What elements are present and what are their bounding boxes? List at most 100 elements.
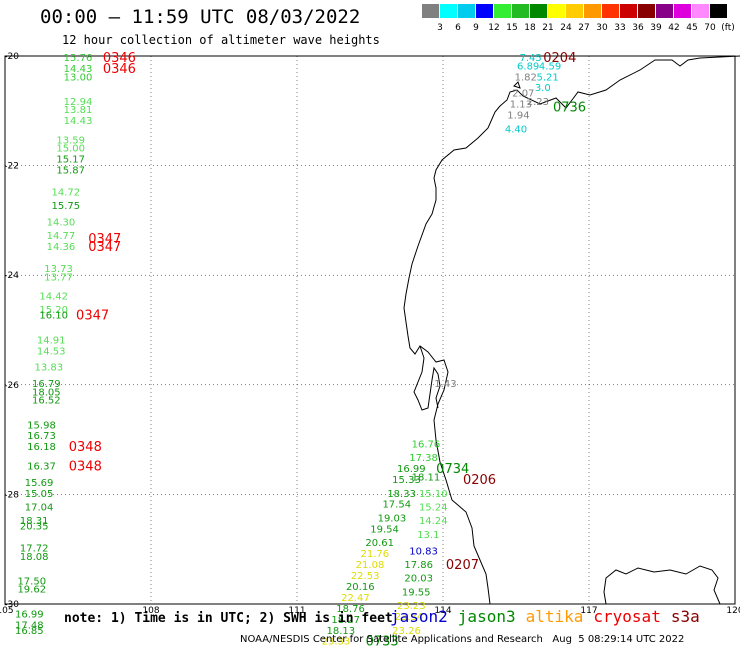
scale-swatch xyxy=(440,4,457,18)
wave-height-label: 14.24 xyxy=(419,516,448,527)
wave-height-label: 1.43 xyxy=(434,379,456,390)
wave-height-label: 4.40 xyxy=(505,124,527,135)
wave-height-label: 6.89 xyxy=(517,61,539,72)
wave-height-label: 10.83 xyxy=(409,546,438,557)
wave-height-label: 20.35 xyxy=(20,522,49,533)
wave-height-label: 18.05 xyxy=(32,387,61,398)
satellite-legend-item: cryosat xyxy=(593,607,661,626)
wave-height-label: 16.99 xyxy=(15,609,44,620)
scale-label: (ft) xyxy=(721,23,735,33)
scale-swatch xyxy=(422,4,439,18)
scale-label: 36 xyxy=(632,23,644,33)
wave-height-label: 1.13 xyxy=(510,100,532,111)
pass-time-label: 0207 xyxy=(446,558,479,573)
wave-height-label: 13.59 xyxy=(56,135,85,146)
latitude-label: -30 xyxy=(4,600,19,610)
latitude-label: -28 xyxy=(4,490,19,500)
pass-time-label: 0346 xyxy=(103,51,136,66)
scale-label: 24 xyxy=(560,23,572,33)
latitude-label: -22 xyxy=(4,162,19,172)
wave-height-label: 15.33 xyxy=(392,475,421,486)
wave-height-label: 23.33 xyxy=(322,637,351,648)
scale-label: 15 xyxy=(506,23,518,33)
longitude-label: 120 xyxy=(726,606,740,616)
pass-time-label: 0347 xyxy=(76,309,109,324)
footer-credit: NOAA/NESDIS Center for Satellite Applica… xyxy=(240,634,685,645)
footer-note: note: 1) Time is in UTC; 2) SWH is in fe… xyxy=(64,611,393,626)
wave-height-label: 21.76 xyxy=(361,549,390,560)
scale-label: 21 xyxy=(542,23,554,33)
wave-height-label: 17.86 xyxy=(404,560,433,571)
pass-time-labels: 0346034603470347034703480348020407360734… xyxy=(69,51,586,650)
wave-height-label: 20.61 xyxy=(365,538,394,549)
satellite-legend-item: jason3 xyxy=(457,607,516,626)
wave-height-label: 18.13 xyxy=(326,626,355,637)
wave-height-label: 16.18 xyxy=(27,442,56,453)
wave-height-label: 16.10 xyxy=(39,311,68,322)
pass-time-label: 0204 xyxy=(543,51,576,66)
scale-label: 12 xyxy=(488,23,500,33)
wave-height-label: 2.07 xyxy=(512,89,534,100)
scale-swatch xyxy=(638,4,655,18)
scale-swatch xyxy=(548,4,565,18)
pass-time-label: 0733 xyxy=(366,635,399,650)
pass-time-label: 0347 xyxy=(88,232,121,247)
wave-height-label: 19.62 xyxy=(17,585,46,596)
wave-height-label: 22.53 xyxy=(351,571,380,582)
wave-height-label: 14.77 xyxy=(47,231,76,242)
wave-height-label: 14.53 xyxy=(37,346,66,357)
wave-height-label: 14.91 xyxy=(37,335,66,346)
satellite-legend-item: altika xyxy=(525,607,584,626)
scale-label: 9 xyxy=(473,23,479,33)
wave-height-label: 15.76 xyxy=(64,53,93,64)
wave-height-label: 13.73 xyxy=(44,264,73,275)
map-subtitle: 12 hour collection of altimeter wave hei… xyxy=(62,33,380,47)
scale-swatch xyxy=(584,4,601,18)
wave-height-label: 7.45 xyxy=(519,53,541,64)
wave-height-label: 19.55 xyxy=(402,587,431,598)
scale-label: 33 xyxy=(614,23,626,33)
wave-height-label: 16.37 xyxy=(27,461,56,472)
wave-height-label: 20.03 xyxy=(404,574,433,585)
wave-height-label: 15.17 xyxy=(56,154,85,165)
wave-height-label: 17.50 xyxy=(17,576,46,587)
pass-time-label: 0348 xyxy=(69,459,102,474)
scale-label: 30 xyxy=(596,23,608,33)
wave-height-labels: 15.7614.4313.0012.9413.8114.4313.5915.00… xyxy=(15,53,561,648)
wave-height-label: 23.34 xyxy=(395,612,424,623)
wave-height-label: 14.30 xyxy=(47,217,76,228)
wave-height-label: 15.98 xyxy=(27,420,56,431)
wave-height-label: 4.59 xyxy=(539,61,561,72)
pass-time-label: 0347 xyxy=(88,240,121,255)
wave-height-label: 22.47 xyxy=(341,593,370,604)
wave-height-label: 14.42 xyxy=(39,291,68,302)
wave-height-label: 18.11 xyxy=(412,472,441,483)
scale-label: 45 xyxy=(686,23,698,33)
island-barrow xyxy=(513,81,521,89)
wave-height-label: 14.36 xyxy=(47,242,76,253)
wave-height-label: 15.75 xyxy=(52,201,81,212)
wave-height-label: 17.48 xyxy=(15,620,44,631)
wave-height-label: 16.73 xyxy=(27,431,56,442)
wave-height-label: 13.00 xyxy=(64,72,93,83)
wave-height-label: 14.43 xyxy=(64,116,93,127)
wave-height-label: 23.26 xyxy=(392,626,421,637)
wave-height-label: 21.08 xyxy=(356,560,385,571)
scale-swatch xyxy=(710,4,727,18)
scale-swatch xyxy=(620,4,637,18)
latitude-label: -24 xyxy=(4,271,19,281)
wave-height-label: 17.54 xyxy=(382,500,411,511)
wave-height-label: 16.76 xyxy=(412,439,441,450)
scale-label: 27 xyxy=(578,23,590,33)
scale-label: 42 xyxy=(668,23,680,33)
wave-height-label: 3.0 xyxy=(535,83,551,94)
wave-height-label: 17.72 xyxy=(20,544,49,555)
graticule xyxy=(4,55,736,605)
scale-swatch xyxy=(692,4,709,18)
wave-height-label: 15.69 xyxy=(25,478,54,489)
wave-height-label: 2.23 xyxy=(527,97,549,108)
pass-time-label: 0348 xyxy=(69,440,102,455)
scale-label: 18 xyxy=(524,23,536,33)
scale-label: 3 xyxy=(437,23,443,33)
wave-height-label: 13.83 xyxy=(34,363,63,374)
